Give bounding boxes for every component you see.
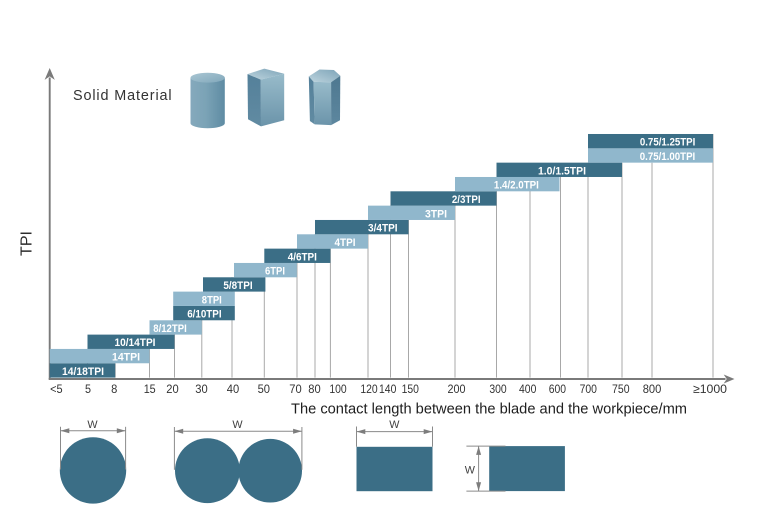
svg-text:70: 70 [289, 382, 302, 396]
svg-text:0.75/1.25TPI: 0.75/1.25TPI [640, 137, 696, 149]
svg-text:8TPI: 8TPI [202, 294, 222, 306]
svg-text:0.75/1.00TPI: 0.75/1.00TPI [640, 151, 696, 163]
svg-text:100: 100 [329, 382, 346, 396]
svg-text:30: 30 [195, 382, 208, 396]
svg-text:20: 20 [166, 382, 179, 396]
svg-text:40: 40 [227, 382, 240, 396]
svg-text:300: 300 [489, 382, 506, 396]
svg-text:1.0/1.5TPI: 1.0/1.5TPI [538, 165, 586, 177]
svg-text:TPI: TPI [19, 231, 36, 256]
svg-text:10/14TPI: 10/14TPI [115, 337, 156, 349]
svg-text:6/10TPI: 6/10TPI [187, 309, 221, 321]
svg-text:3/4TPI: 3/4TPI [368, 223, 398, 235]
svg-text:8/12TPI: 8/12TPI [153, 323, 187, 335]
svg-text:The contact length between the: The contact length between the blade and… [291, 401, 687, 418]
svg-text:700: 700 [580, 382, 597, 396]
svg-text:2/3TPI: 2/3TPI [452, 194, 481, 206]
svg-text:5/8TPI: 5/8TPI [223, 280, 252, 292]
svg-text:50: 50 [258, 382, 271, 396]
svg-text:120: 120 [360, 382, 377, 396]
svg-text:200: 200 [448, 382, 466, 396]
svg-text:W: W [465, 464, 476, 476]
svg-text:5: 5 [85, 382, 91, 396]
svg-text:1.4/2.0TPI: 1.4/2.0TPI [494, 180, 539, 192]
svg-text:W: W [87, 419, 98, 431]
svg-text:3TPI: 3TPI [425, 208, 447, 220]
svg-text:14/18TPI: 14/18TPI [62, 366, 104, 378]
svg-text:4TPI: 4TPI [335, 237, 356, 249]
svg-text:8: 8 [111, 382, 117, 396]
svg-text:<5: <5 [50, 382, 63, 396]
svg-text:4/6TPI: 4/6TPI [288, 251, 317, 263]
svg-text:600: 600 [549, 382, 566, 396]
svg-text:≥1000: ≥1000 [693, 382, 727, 396]
svg-text:15: 15 [144, 382, 156, 396]
svg-text:Solid Material: Solid Material [73, 88, 172, 104]
svg-text:6TPI: 6TPI [265, 266, 285, 278]
svg-text:400: 400 [519, 382, 536, 396]
svg-text:750: 750 [612, 382, 630, 396]
svg-text:800: 800 [643, 382, 662, 396]
svg-text:80: 80 [308, 382, 321, 396]
svg-text:150: 150 [402, 382, 419, 396]
svg-text:14TPI: 14TPI [112, 352, 140, 364]
svg-text:W: W [232, 419, 243, 431]
svg-text:140: 140 [379, 382, 396, 396]
svg-text:W: W [389, 419, 400, 431]
